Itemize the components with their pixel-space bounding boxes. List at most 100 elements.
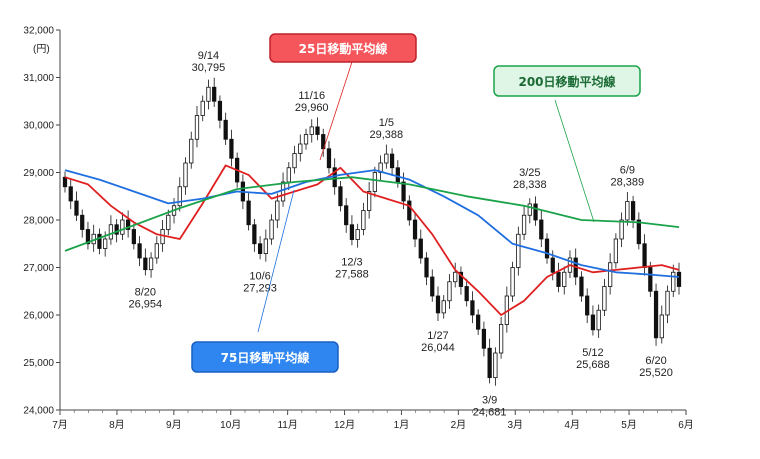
candle-body bbox=[143, 257, 148, 271]
annotation-date: 9/14 bbox=[198, 50, 219, 62]
x-tick-label: 6月 bbox=[678, 419, 694, 431]
candle-body bbox=[349, 224, 355, 240]
annotation-value: 30,795 bbox=[192, 62, 226, 74]
candle-body bbox=[596, 309, 601, 331]
x-tick-label: 4月 bbox=[564, 419, 580, 431]
candle-body bbox=[309, 126, 314, 135]
candle-body bbox=[80, 214, 85, 230]
x-tick-label: 2月 bbox=[451, 419, 467, 431]
y-tick-label: 25,000 bbox=[23, 358, 54, 369]
y-tick-label: 24,000 bbox=[23, 406, 54, 417]
annotation-date: 6/20 bbox=[645, 355, 666, 367]
ma200-callout-label: 200日移動平均線 bbox=[518, 74, 615, 89]
candle-body bbox=[206, 86, 211, 102]
candle-body bbox=[430, 276, 435, 297]
candle-body bbox=[579, 276, 584, 297]
candle-body bbox=[630, 201, 636, 221]
candle-body bbox=[246, 200, 251, 226]
candle-body bbox=[676, 271, 682, 287]
candle-body bbox=[539, 219, 544, 240]
candle-body bbox=[464, 286, 469, 302]
candle-body bbox=[103, 238, 108, 249]
ma200-callout-box bbox=[493, 65, 641, 97]
candle-body bbox=[389, 153, 395, 169]
ma75-callout-box bbox=[191, 341, 339, 373]
candle-body bbox=[562, 271, 567, 287]
candle-body bbox=[212, 86, 217, 102]
y-tick-label: 30,000 bbox=[23, 121, 54, 132]
annotation-value: 29,960 bbox=[295, 102, 329, 114]
candle-body bbox=[395, 167, 400, 183]
annotation-date: 3/9 bbox=[482, 395, 497, 407]
candle-body bbox=[217, 100, 223, 121]
annotation-value: 26,044 bbox=[421, 342, 455, 354]
candle-body bbox=[303, 134, 309, 145]
candle-body bbox=[194, 115, 200, 140]
candle-body bbox=[412, 219, 418, 240]
ma75-leader bbox=[257, 189, 295, 333]
annotation-value: 24,681 bbox=[473, 407, 507, 419]
x-tick-label: 10月 bbox=[220, 419, 241, 431]
y-tick-label: 29,000 bbox=[23, 168, 54, 179]
candle-body bbox=[252, 224, 257, 245]
x-tick-label: 8月 bbox=[109, 419, 125, 431]
candle-body bbox=[85, 229, 91, 245]
annotation-value: 25,688 bbox=[576, 359, 610, 371]
annotation-date: 5/12 bbox=[582, 347, 603, 359]
candle-body bbox=[154, 243, 159, 259]
candle-body bbox=[257, 243, 263, 254]
candle-body bbox=[177, 186, 182, 207]
candle-body bbox=[355, 229, 360, 240]
candle-body bbox=[315, 126, 320, 135]
y-tick-label: 32,000 bbox=[23, 26, 54, 37]
candle-body bbox=[424, 257, 429, 278]
candle-body bbox=[527, 203, 532, 216]
candle-body bbox=[263, 238, 268, 254]
annotation-date: 10/6 bbox=[249, 271, 270, 283]
annotation-value: 28,338 bbox=[513, 179, 547, 191]
candle-body bbox=[183, 162, 188, 188]
candle-body bbox=[108, 224, 114, 240]
ma200-leader bbox=[554, 99, 595, 223]
candle-body bbox=[114, 224, 119, 235]
annotation-value: 29,388 bbox=[370, 129, 404, 141]
ma75-callout-label: 75日移動平均線 bbox=[221, 350, 310, 365]
annotation-date: 6/9 bbox=[620, 165, 635, 177]
candle-body bbox=[533, 203, 538, 221]
candle-body bbox=[120, 219, 125, 235]
candle-body bbox=[401, 181, 406, 202]
series-line-ma75 bbox=[64, 169, 680, 278]
candle-body bbox=[648, 267, 653, 292]
y-tick-label: 31,000 bbox=[23, 73, 54, 84]
annotation-value: 25,520 bbox=[639, 367, 673, 379]
y-ticks: 24,000 25,000 26,000 27,000 28,000 29,000 30,0… bbox=[23, 26, 60, 417]
candle-body bbox=[137, 243, 142, 259]
candle-body bbox=[636, 219, 641, 245]
candle-body bbox=[653, 290, 659, 339]
candle-body bbox=[200, 100, 205, 116]
annotation-date: 12/3 bbox=[341, 257, 362, 269]
x-tick-label: 11月 bbox=[277, 419, 297, 431]
candle-body bbox=[326, 148, 332, 169]
ma25-leader bbox=[319, 61, 353, 161]
candle-body bbox=[608, 262, 613, 287]
callouts: 25日移動平均線 200日移動平均線 75日移動平均線 bbox=[191, 33, 641, 373]
candle-body bbox=[435, 295, 441, 314]
y-tick-label: 27,000 bbox=[23, 263, 54, 274]
moving-averages bbox=[64, 164, 680, 316]
x-tick-label: 7月 bbox=[52, 419, 68, 431]
candles bbox=[62, 77, 682, 386]
candle-body bbox=[619, 219, 624, 240]
candle-body bbox=[367, 191, 372, 211]
candle-body bbox=[166, 214, 171, 230]
candle-body bbox=[338, 186, 343, 207]
candle-body bbox=[671, 271, 676, 292]
candle-body bbox=[590, 314, 596, 331]
candle-body bbox=[470, 300, 475, 316]
candle-body bbox=[229, 138, 234, 159]
ma25-callout-box bbox=[269, 33, 417, 63]
candle-body bbox=[556, 271, 561, 287]
x-tick-label: 5月 bbox=[621, 419, 637, 431]
ma25-callout-label: 25日移動平均線 bbox=[299, 41, 388, 56]
